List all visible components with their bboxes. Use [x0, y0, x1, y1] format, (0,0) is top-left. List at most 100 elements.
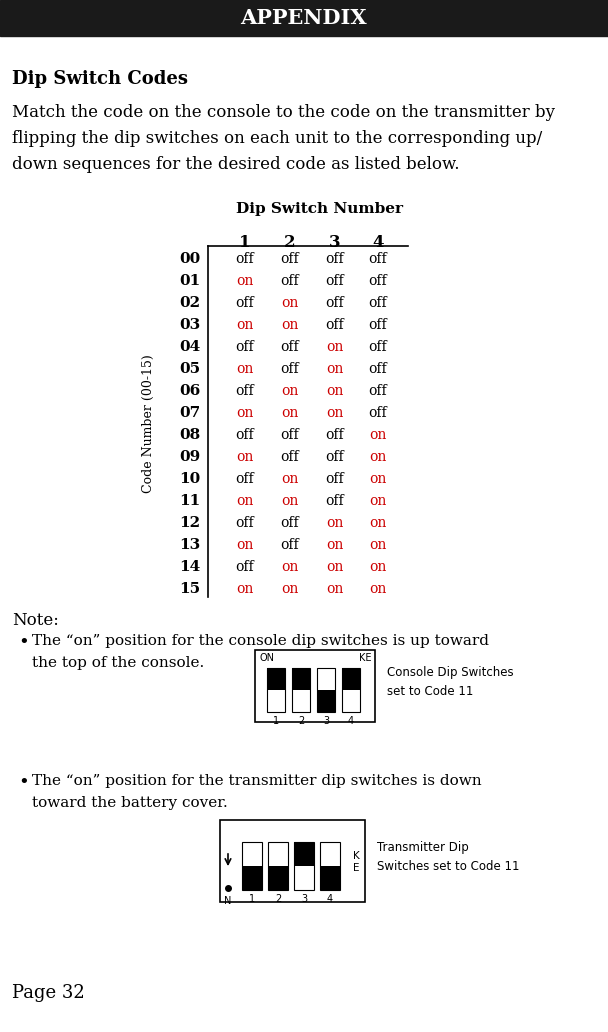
Bar [255, 650, 375, 722]
Text: on: on [282, 318, 299, 332]
Text: on: on [369, 450, 387, 464]
Text: toward the battery cover.: toward the battery cover. [32, 796, 228, 810]
Text: off: off [236, 516, 254, 530]
Bar [320, 842, 340, 890]
Text: off: off [326, 318, 344, 332]
Text: on: on [326, 582, 344, 596]
Bar [268, 866, 288, 890]
Text: 03: 03 [179, 318, 200, 332]
Bar [267, 668, 285, 690]
Text: on: on [326, 340, 344, 354]
Bar [220, 820, 365, 902]
Text: Code Number (00-15): Code Number (00-15) [142, 355, 154, 493]
Text: off: off [281, 340, 299, 354]
Text: off: off [236, 384, 254, 398]
Text: off: off [281, 516, 299, 530]
Text: on: on [237, 318, 254, 332]
Text: off: off [281, 428, 299, 442]
Text: on: on [326, 362, 344, 376]
Bar [294, 842, 314, 890]
Text: off: off [326, 296, 344, 310]
Text: off: off [281, 538, 299, 552]
Text: Match the code on the console to the code on the transmitter by: Match the code on the console to the cod… [12, 104, 555, 121]
Text: 11: 11 [179, 494, 200, 508]
Text: 3: 3 [329, 234, 341, 251]
Text: off: off [326, 252, 344, 266]
Text: on: on [237, 582, 254, 596]
Text: 09: 09 [179, 450, 200, 464]
Text: 2: 2 [298, 716, 304, 725]
Text: on: on [369, 472, 387, 486]
Text: on: on [237, 362, 254, 376]
Text: Dip Switch Codes: Dip Switch Codes [12, 70, 188, 88]
Text: off: off [236, 472, 254, 486]
Bar [294, 842, 314, 866]
Text: The “on” position for the transmitter dip switches is down: The “on” position for the transmitter di… [32, 774, 482, 788]
Text: down sequences for the desired code as listed below.: down sequences for the desired code as l… [12, 156, 460, 173]
Text: off: off [368, 318, 387, 332]
Bar [317, 690, 335, 712]
Text: K: K [353, 851, 360, 861]
Text: off: off [281, 450, 299, 464]
Text: on: on [237, 538, 254, 552]
Text: on: on [326, 384, 344, 398]
Bar [342, 668, 360, 712]
Text: on: on [369, 428, 387, 442]
Text: on: on [326, 538, 344, 552]
Text: off: off [281, 252, 299, 266]
Text: off: off [236, 340, 254, 354]
Text: Console Dip Switches
set to Code 11: Console Dip Switches set to Code 11 [387, 666, 514, 698]
Text: 12: 12 [179, 516, 200, 530]
Bar [342, 668, 360, 690]
Text: E: E [353, 863, 360, 873]
Text: 1: 1 [273, 716, 279, 725]
Text: off: off [368, 275, 387, 288]
Text: off: off [368, 252, 387, 266]
Text: APPENDIX: APPENDIX [241, 8, 367, 28]
Text: off: off [326, 472, 344, 486]
Text: off: off [281, 362, 299, 376]
Text: 3: 3 [323, 716, 329, 725]
Text: off: off [326, 494, 344, 508]
Text: off: off [368, 384, 387, 398]
Bar [320, 866, 340, 890]
Text: on: on [369, 494, 387, 508]
Text: off: off [236, 428, 254, 442]
Text: 1: 1 [240, 234, 250, 251]
Text: 1: 1 [249, 894, 255, 904]
Text: off: off [368, 340, 387, 354]
Bar [292, 668, 310, 690]
Text: 00: 00 [179, 252, 200, 266]
Text: 06: 06 [179, 384, 200, 398]
Bar [242, 866, 262, 890]
Text: off: off [326, 275, 344, 288]
Text: on: on [369, 582, 387, 596]
Text: on: on [282, 582, 299, 596]
Text: •: • [18, 774, 29, 792]
Text: 07: 07 [179, 406, 200, 420]
Text: off: off [368, 406, 387, 420]
Text: off: off [281, 275, 299, 288]
Text: 4: 4 [327, 894, 333, 904]
Text: 2: 2 [284, 234, 296, 251]
Text: on: on [326, 560, 344, 574]
Text: 14: 14 [179, 560, 200, 574]
Text: off: off [368, 296, 387, 310]
Text: Note:: Note: [12, 612, 59, 628]
Text: off: off [368, 362, 387, 376]
Text: 05: 05 [179, 362, 200, 376]
Text: on: on [237, 275, 254, 288]
Bar [292, 668, 310, 712]
Text: on: on [237, 406, 254, 420]
Bar [268, 842, 288, 890]
Text: on: on [237, 450, 254, 464]
Text: the top of the console.: the top of the console. [32, 656, 204, 670]
Text: on: on [369, 538, 387, 552]
Text: on: on [237, 494, 254, 508]
Text: 4: 4 [372, 234, 384, 251]
Text: on: on [282, 494, 299, 508]
Text: •: • [18, 634, 29, 652]
Text: 4: 4 [348, 716, 354, 725]
Text: off: off [326, 450, 344, 464]
Text: 01: 01 [179, 275, 200, 288]
